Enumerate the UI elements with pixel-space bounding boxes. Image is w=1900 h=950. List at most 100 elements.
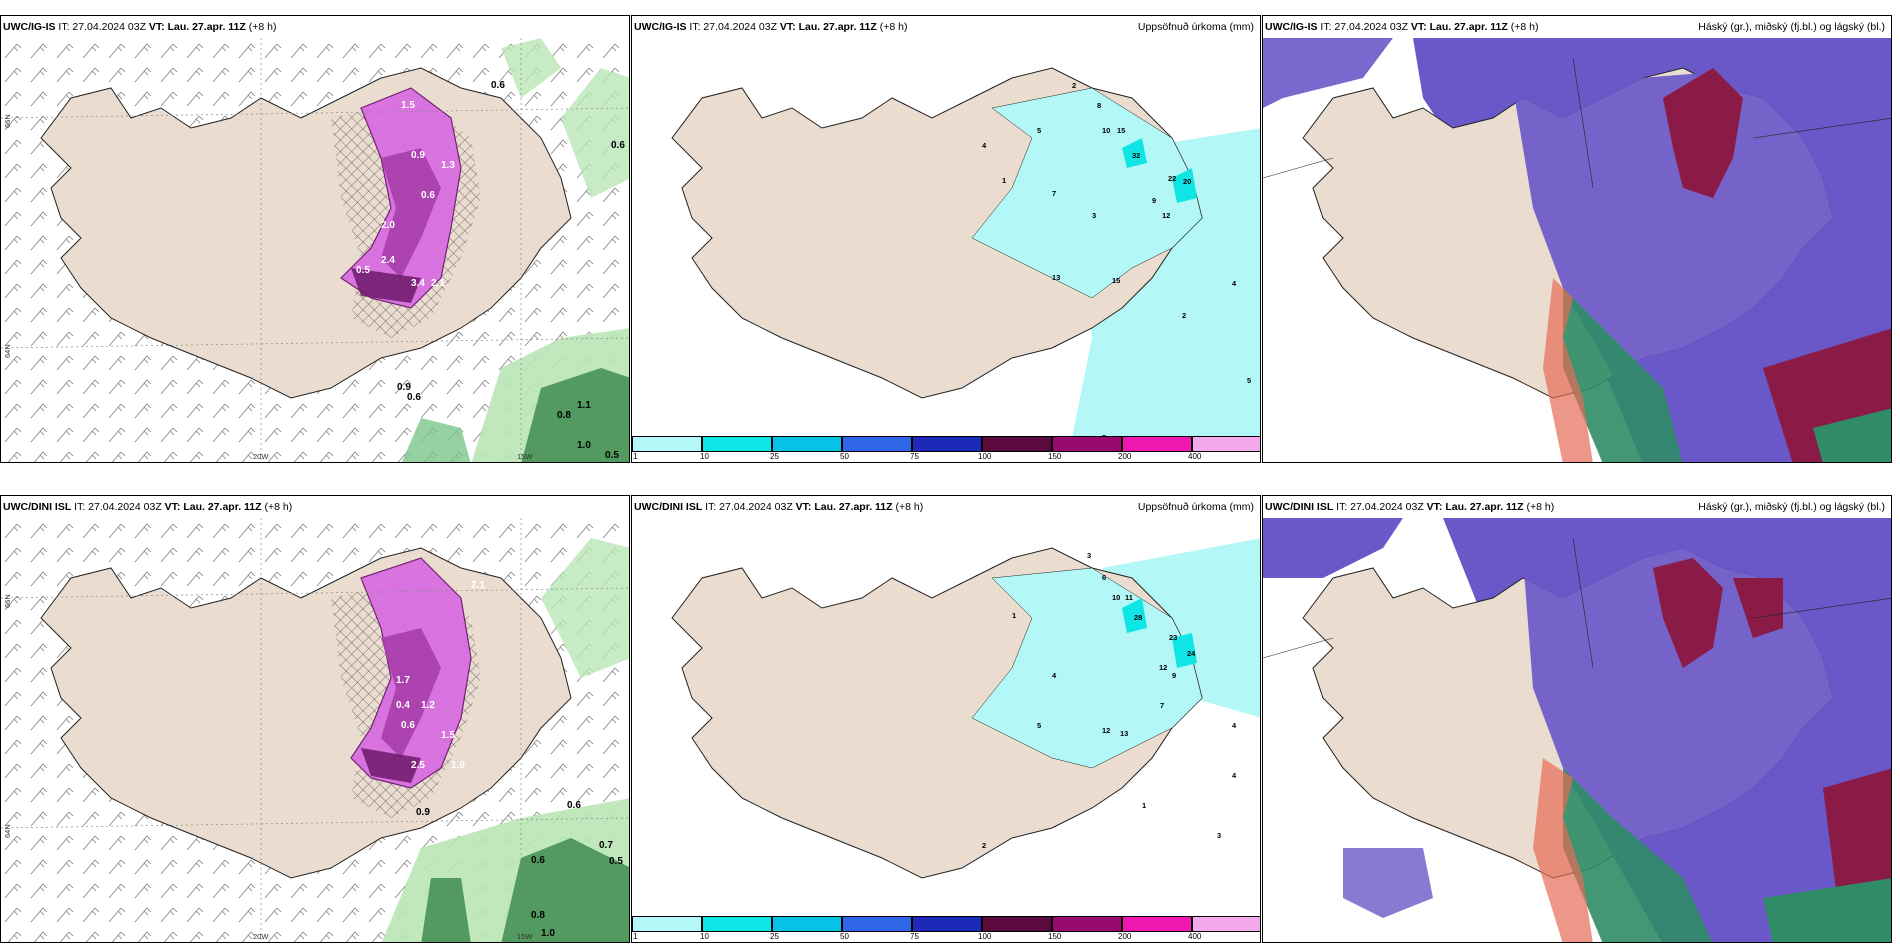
precip-value: 24	[1187, 649, 1196, 658]
model-name: UWC/IG-IS	[3, 21, 56, 33]
colorbar-swatch	[982, 436, 1052, 452]
valid-time: Lau. 27.apr. 11Z	[183, 501, 262, 513]
rain-value: 0.7	[599, 840, 613, 851]
rain-value: 0.6	[491, 80, 505, 91]
colorbar-swatch	[842, 916, 912, 932]
panel-ig-is-clouds: UWC/IG-IS IT: 27.04.2024 03Z VT: Lau. 27…	[1262, 15, 1892, 463]
rain-value: 0.8	[531, 910, 545, 921]
colorbar-tick: 150	[1048, 452, 1062, 461]
precip-value: 2	[1182, 311, 1186, 320]
panel-header: UWC/DINI ISL IT: 27.04.2024 03Z VT: Lau.…	[1263, 496, 1891, 518]
lead-time: (+8 h)	[248, 21, 277, 33]
precip-value: 3	[1087, 551, 1091, 560]
colorbar-tick: 75	[910, 932, 919, 941]
colorbar-tick: 200	[1118, 932, 1132, 941]
precip-value: 28	[1134, 613, 1142, 622]
init-time: IT: 27.04.2024 03Z	[1336, 501, 1424, 513]
valid-label: VT:	[164, 501, 181, 513]
colorbar-swatch	[912, 916, 982, 932]
precip-value: 10	[1112, 593, 1120, 602]
panel-dini-precip: UWC/DINI ISL IT: 27.04.2024 03Z VT: Lau.…	[631, 495, 1261, 943]
map-svg	[1263, 518, 1891, 942]
precip-value: 3	[1092, 211, 1096, 220]
colorbar-swatch	[1052, 916, 1122, 932]
lat-label-64n: 64N	[3, 824, 12, 838]
lat-label-66n: 66N	[3, 114, 12, 128]
precip-value: 32	[1132, 151, 1140, 160]
colorbar-swatch	[982, 916, 1052, 932]
precip-value: 20	[1183, 177, 1191, 186]
lon-label-20w: 20W	[253, 932, 269, 941]
colorbar-tick: 50	[840, 452, 849, 461]
precip-value: 13	[1120, 729, 1128, 738]
snow-value: 1.2	[421, 700, 435, 711]
panel-dini-wind-snow: UWC/DINI ISL IT: 27.04.2024 03Z VT: Lau.…	[0, 495, 630, 943]
colorbar-swatch	[1122, 436, 1192, 452]
precip-value: 3	[1217, 831, 1221, 840]
rain-value: 1.0	[577, 440, 591, 451]
precip-value: 1	[1012, 611, 1016, 620]
snow-value: 0.5	[356, 265, 370, 276]
colorbar-swatch	[702, 436, 772, 452]
rain-value: 0.9	[397, 382, 411, 393]
valid-label: VT:	[779, 21, 796, 33]
precip-value: 2	[982, 841, 986, 850]
valid-label: VT:	[1426, 501, 1443, 513]
precip-value: 9	[1172, 671, 1176, 680]
colorbar-tick: 1	[633, 452, 638, 461]
map-svg: 1.5 2.0 2.4 3.4 2.1 0.9 1.3 0.6 0.5 0.6 …	[1, 38, 629, 462]
model-name: UWC/IG-IS	[634, 21, 687, 33]
valid-label: VT:	[795, 501, 812, 513]
cloud-map	[1263, 518, 1891, 942]
init-time: IT: 27.04.2024 03Z	[1320, 21, 1408, 33]
precip-value: 4	[1232, 721, 1237, 730]
map-svg: 2 4 8 10 15 32 22 20 12 9 7 3 1 5 2 4 5 …	[632, 38, 1260, 462]
rain-value: 0.9	[416, 807, 430, 818]
colorbar-tick: 200	[1118, 452, 1132, 461]
precip-value: 1	[1002, 176, 1006, 185]
precip-value: 10	[1102, 126, 1110, 135]
rain-value: 0.5	[609, 856, 623, 867]
precip-map: 2 4 8 10 15 32 22 20 12 9 7 3 1 5 2 4 5 …	[632, 38, 1260, 462]
snow-value: 2.4	[381, 255, 395, 266]
precip-value: 12	[1159, 663, 1167, 672]
colorbar-swatch	[1192, 916, 1260, 932]
precip-value: 1	[1142, 801, 1146, 810]
colorbar-tick: 75	[910, 452, 919, 461]
colorbar-swatch	[632, 436, 702, 452]
rain-value: 0.6	[407, 392, 421, 403]
panel-dini-clouds: UWC/DINI ISL IT: 27.04.2024 03Z VT: Lau.…	[1262, 495, 1892, 943]
init-time: IT: 27.04.2024 03Z	[689, 21, 777, 33]
wind-snow-map: 1.5 2.0 2.4 3.4 2.1 0.9 1.3 0.6 0.5 0.6 …	[1, 38, 629, 462]
precip-value: 4	[1232, 771, 1237, 780]
map-svg: 2.1 1.9 2.5 1.7 1.2 0.6 1.5 0.4 0.9 0.6 …	[1, 518, 629, 942]
lon-label-15w: 15W	[517, 932, 533, 941]
panel-ig-is-precip: UWC/IG-IS IT: 27.04.2024 03Z VT: Lau. 27…	[631, 15, 1261, 463]
colorbar-tick: 100	[978, 932, 992, 941]
cloud-map	[1263, 38, 1891, 462]
snow-value: 2.5	[411, 760, 425, 771]
valid-time: Lau. 27.apr. 11Z	[798, 21, 877, 33]
colorbar-tick: 150	[1048, 932, 1062, 941]
snow-value: 2.0	[381, 220, 395, 231]
lon-label-15w: 15W	[517, 452, 533, 461]
init-time: IT: 27.04.2024 03Z	[58, 21, 146, 33]
precip-value: 5	[1037, 721, 1041, 730]
precip-value: 15	[1112, 276, 1120, 285]
wind-snow-map: 2.1 1.9 2.5 1.7 1.2 0.6 1.5 0.4 0.9 0.6 …	[1, 518, 629, 942]
panel-ig-is-wind-snow: UWC/IG-IS IT: 27.04.2024 03Z VT: Lau. 27…	[0, 15, 630, 463]
lon-label-20w: 20W	[253, 452, 269, 461]
valid-time: Lau. 27.apr. 11Z	[167, 21, 246, 33]
valid-label: VT:	[148, 21, 165, 33]
colorbar-swatch	[1192, 436, 1260, 452]
lead-time: (+8 h)	[879, 21, 908, 33]
precip-map: 3 6 10 11 28 23 24 12 9 7 4 4 4 3 2 1 12…	[632, 518, 1260, 942]
precip-value: 5	[1037, 126, 1041, 135]
precip-value: 9	[1152, 196, 1156, 205]
rain-value: 0.6	[531, 855, 545, 866]
colorbar-swatch	[702, 916, 772, 932]
panel-header: UWC/IG-IS IT: 27.04.2024 03Z VT: Lau. 27…	[1, 16, 629, 38]
precip-value: 22	[1168, 174, 1176, 183]
panel-header: UWC/DINI ISL IT: 27.04.2024 03Z VT: Lau.…	[1, 496, 629, 518]
precip-value: 12	[1102, 726, 1110, 735]
